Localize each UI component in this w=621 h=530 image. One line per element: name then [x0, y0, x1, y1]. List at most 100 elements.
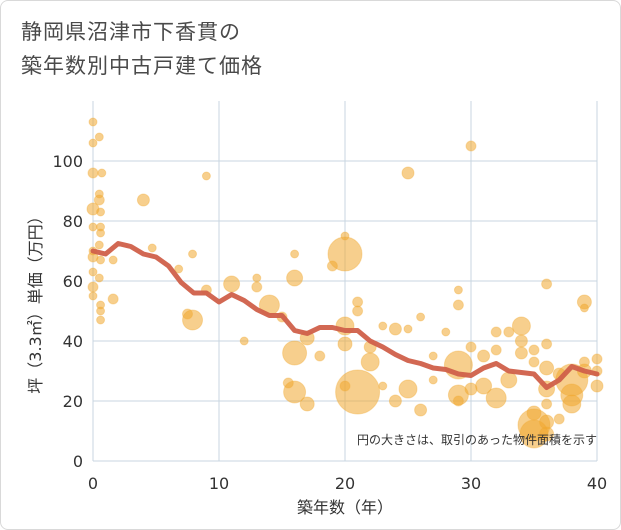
- data-bubble: [286, 269, 304, 287]
- data-bubble: [475, 377, 493, 395]
- data-bubble: [201, 171, 211, 181]
- data-bubble: [88, 267, 98, 277]
- data-bubble: [182, 309, 204, 331]
- data-bubble: [87, 167, 99, 179]
- x-tick-label: 40: [587, 474, 607, 493]
- data-bubble: [590, 379, 604, 393]
- data-bubble: [314, 350, 326, 362]
- data-bubble: [147, 243, 157, 253]
- data-bubble: [388, 394, 402, 408]
- data-bubble: [553, 413, 565, 425]
- data-bubble: [441, 327, 451, 337]
- y-axis-label: 坪（3.3㎡）単価（万円）: [26, 208, 45, 393]
- data-bubble: [97, 168, 107, 178]
- data-bubble: [96, 207, 106, 217]
- data-bubble: [465, 140, 477, 152]
- data-bubble: [88, 117, 98, 127]
- data-bubble: [251, 281, 263, 293]
- data-bubble: [414, 403, 428, 417]
- data-bubble: [96, 228, 106, 238]
- data-bubble: [94, 132, 104, 142]
- data-bubble: [378, 321, 388, 331]
- data-bubble: [477, 349, 491, 363]
- trend-line: [90, 241, 600, 390]
- data-bubble: [579, 303, 589, 313]
- data-bubble: [528, 344, 540, 356]
- data-bubble: [541, 278, 553, 290]
- x-tick-label: 0: [88, 474, 98, 493]
- data-bubble: [452, 395, 464, 407]
- data-bubble: [541, 398, 553, 410]
- data-bubble: [452, 299, 464, 311]
- y-tick-label: 20: [63, 392, 83, 411]
- data-bubble: [485, 387, 507, 409]
- data-bubble: [299, 396, 315, 412]
- data-bubble: [326, 260, 338, 272]
- data-bubble: [490, 326, 502, 338]
- data-bubble: [136, 193, 150, 207]
- y-tick-label: 40: [63, 332, 83, 351]
- data-bubble: [514, 334, 528, 348]
- chart-title: 静岡県沼津市下香貫の 築年数別中古戸建て価格: [21, 15, 263, 83]
- data-bubble: [174, 264, 184, 274]
- data-bubble: [282, 340, 308, 366]
- data-bubble: [88, 222, 98, 232]
- data-bubble: [453, 285, 463, 295]
- data-bubble: [490, 344, 502, 356]
- data-bubble: [388, 322, 402, 336]
- data-bubble: [337, 336, 353, 352]
- data-bubble: [403, 324, 413, 334]
- x-tick-label: 20: [335, 474, 355, 493]
- data-bubble: [360, 352, 380, 372]
- data-bubble: [223, 275, 241, 293]
- data-bubble: [541, 338, 553, 350]
- data-bubble: [290, 249, 300, 259]
- data-bubble: [94, 240, 104, 250]
- chart-title-line-2: 築年数別中古戸建て価格: [21, 54, 263, 78]
- data-bubble: [94, 273, 104, 283]
- data-bubble: [416, 312, 426, 322]
- y-tick-label: 0: [73, 452, 83, 471]
- data-bubble: [252, 273, 262, 283]
- y-tick-label: 100: [52, 152, 83, 171]
- x-tick-label: 30: [461, 474, 481, 493]
- data-bubble: [239, 336, 249, 346]
- y-tick-label: 60: [63, 272, 83, 291]
- size-annotation: 円の大きさは、取引のあった物件面積を示す: [357, 432, 597, 447]
- data-bubble: [503, 326, 515, 338]
- data-bubble: [539, 426, 555, 442]
- data-bubble: [352, 305, 364, 317]
- data-bubble: [335, 369, 381, 415]
- trend-layer: [90, 241, 600, 390]
- data-bubble: [398, 379, 418, 399]
- data-bubble: [539, 360, 555, 376]
- y-tick-labels: 0 20 40 60 80 100: [52, 152, 83, 471]
- data-bubble: [340, 231, 350, 241]
- data-bubble: [108, 255, 118, 265]
- data-bubble: [96, 255, 106, 265]
- x-tick-label: 10: [209, 474, 229, 493]
- data-bubble: [428, 375, 438, 385]
- data-bubble: [578, 356, 590, 368]
- data-bubble: [428, 351, 438, 361]
- data-bubble: [282, 377, 294, 389]
- data-bubble: [514, 346, 528, 360]
- y-tick-label: 80: [63, 212, 83, 231]
- data-bubble: [562, 394, 582, 414]
- data-bubble: [96, 315, 106, 325]
- data-bubble: [528, 356, 540, 368]
- x-tick-labels: 0 10 20 30 40: [88, 474, 607, 493]
- bubble-layer: [86, 117, 604, 449]
- data-bubble: [511, 316, 531, 336]
- data-bubble: [188, 249, 198, 259]
- chart-title-line-1: 静岡県沼津市下香貫の: [21, 20, 241, 44]
- data-bubble: [465, 341, 477, 353]
- data-bubble: [401, 166, 415, 180]
- data-bubble: [87, 281, 99, 293]
- data-bubble: [88, 291, 98, 301]
- data-bubble: [591, 353, 603, 365]
- data-bubble: [88, 138, 98, 148]
- data-bubble: [93, 194, 105, 206]
